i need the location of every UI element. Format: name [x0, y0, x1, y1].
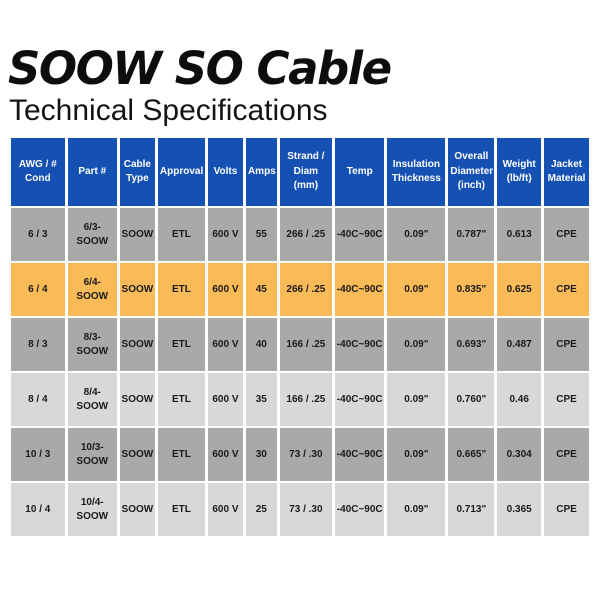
table-cell: 10/4-SOOW	[67, 483, 117, 536]
page-title: SOOW SO Cable	[8, 42, 392, 95]
table-cell: ETL	[157, 263, 205, 316]
table-cell: ETL	[157, 208, 205, 261]
table-row: 6 / 4 6/4-SOOW SOOW ETL 600 V 45 266 / .25 -40C…	[11, 263, 589, 316]
table-cell: -40C~90C	[335, 208, 385, 261]
table-cell: 35	[245, 373, 277, 426]
spec-table: AWG / # Cond Part # Cable Type Approval Volt…	[8, 136, 592, 538]
table-cell: 0.693"	[448, 318, 495, 371]
table-row: 8 / 4 8/4-SOOW SOOW ETL 600 V 35 166 / .25 -40C…	[11, 373, 589, 426]
column-header: AWG / # Cond	[11, 138, 65, 206]
table-cell: CPE	[544, 263, 589, 316]
table-cell: 6/3-SOOW	[67, 208, 117, 261]
table-cell: CPE	[544, 428, 589, 481]
table-cell: ETL	[157, 373, 205, 426]
spec-table-body: 6 / 3 6/3-SOOW SOOW ETL 600 V 55 266 / .25 -40C…	[11, 208, 589, 536]
table-cell: 166 / .25	[279, 318, 333, 371]
column-header: Amps	[245, 138, 277, 206]
table-cell: 0.665"	[448, 428, 495, 481]
table-cell: SOOW	[119, 373, 155, 426]
table-cell: 0.835"	[448, 263, 495, 316]
table-cell: SOOW	[119, 318, 155, 371]
table-cell: ETL	[157, 428, 205, 481]
page-header: SOOW SO Cable Technical Specifications	[0, 0, 600, 127]
table-cell: 0.09"	[387, 483, 446, 536]
table-cell: -40C~90C	[335, 373, 385, 426]
table-cell: -40C~90C	[335, 318, 385, 371]
table-cell: 0.09"	[387, 318, 446, 371]
table-cell: 0.365	[497, 483, 542, 536]
table-cell: ETL	[157, 318, 205, 371]
table-cell: 600 V	[207, 263, 243, 316]
table-cell: 73 / .30	[279, 428, 333, 481]
table-row: 8 / 3 8/3-SOOW SOOW ETL 600 V 40 166 / .25 -40C…	[11, 318, 589, 371]
page-subtitle: Technical Specifications	[9, 94, 328, 127]
table-cell: 8/3-SOOW	[67, 318, 117, 371]
table-cell: -40C~90C	[335, 263, 385, 316]
table-cell: 8 / 4	[11, 373, 65, 426]
column-header: Cable Type	[119, 138, 155, 206]
table-cell: 0.09"	[387, 428, 446, 481]
table-cell: -40C~90C	[335, 483, 385, 536]
table-cell: 40	[245, 318, 277, 371]
table-cell: 6/4-SOOW	[67, 263, 117, 316]
table-cell: 0.625	[497, 263, 542, 316]
table-cell: 6 / 3	[11, 208, 65, 261]
table-cell: 600 V	[207, 208, 243, 261]
table-cell: -40C~90C	[335, 428, 385, 481]
table-cell: 6 / 4	[11, 263, 65, 316]
table-cell: 8/4-SOOW	[67, 373, 117, 426]
column-header: Jacket Material	[544, 138, 589, 206]
column-header: Overall Diameter (inch)	[448, 138, 495, 206]
table-cell: 166 / .25	[279, 373, 333, 426]
table-cell: 0.304	[497, 428, 542, 481]
table-cell: 10/3-SOOW	[67, 428, 117, 481]
table-cell: ETL	[157, 483, 205, 536]
table-cell: 0.613	[497, 208, 542, 261]
table-cell: 266 / .25	[279, 263, 333, 316]
column-header: Insulation Thickness	[387, 138, 446, 206]
spec-table-header-row: AWG / # Cond Part # Cable Type Approval Volt…	[11, 138, 589, 206]
table-cell: 0.09"	[387, 373, 446, 426]
table-cell: 0.09"	[387, 263, 446, 316]
table-cell: CPE	[544, 483, 589, 536]
table-cell: CPE	[544, 373, 589, 426]
column-header: Approval	[157, 138, 205, 206]
table-row: 10 / 4 10/4-SOOW SOOW ETL 600 V 25 73 / .30 -40…	[11, 483, 589, 536]
table-cell: CPE	[544, 318, 589, 371]
table-cell: 266 / .25	[279, 208, 333, 261]
table-row: 6 / 3 6/3-SOOW SOOW ETL 600 V 55 266 / .25 -40C…	[11, 208, 589, 261]
table-cell: 0.760"	[448, 373, 495, 426]
table-cell: 0.713"	[448, 483, 495, 536]
column-header: Part #	[67, 138, 117, 206]
table-cell: CPE	[544, 208, 589, 261]
table-cell: 73 / .30	[279, 483, 333, 536]
table-cell: 10 / 4	[11, 483, 65, 536]
table-cell: 0.46	[497, 373, 542, 426]
table-cell: 45	[245, 263, 277, 316]
column-header: Volts	[207, 138, 243, 206]
table-cell: 0.487	[497, 318, 542, 371]
table-cell: 600 V	[207, 318, 243, 371]
column-header: Temp	[335, 138, 385, 206]
table-cell: 25	[245, 483, 277, 536]
table-cell: 600 V	[207, 483, 243, 536]
table-row: 10 / 3 10/3-SOOW SOOW ETL 600 V 30 73 / .30 -40…	[11, 428, 589, 481]
table-cell: SOOW	[119, 428, 155, 481]
table-cell: 600 V	[207, 373, 243, 426]
column-header: Strand / Diam (mm)	[279, 138, 333, 206]
table-cell: 8 / 3	[11, 318, 65, 371]
table-cell: 55	[245, 208, 277, 261]
column-header: Weight (lb/ft)	[497, 138, 542, 206]
table-cell: 10 / 3	[11, 428, 65, 481]
table-cell: 0.09"	[387, 208, 446, 261]
table-cell: 0.787"	[448, 208, 495, 261]
table-cell: 600 V	[207, 428, 243, 481]
table-cell: SOOW	[119, 483, 155, 536]
table-cell: SOOW	[119, 263, 155, 316]
spec-table-container: AWG / # Cond Part # Cable Type Approval Volt…	[0, 127, 600, 538]
table-cell: SOOW	[119, 208, 155, 261]
table-cell: 30	[245, 428, 277, 481]
